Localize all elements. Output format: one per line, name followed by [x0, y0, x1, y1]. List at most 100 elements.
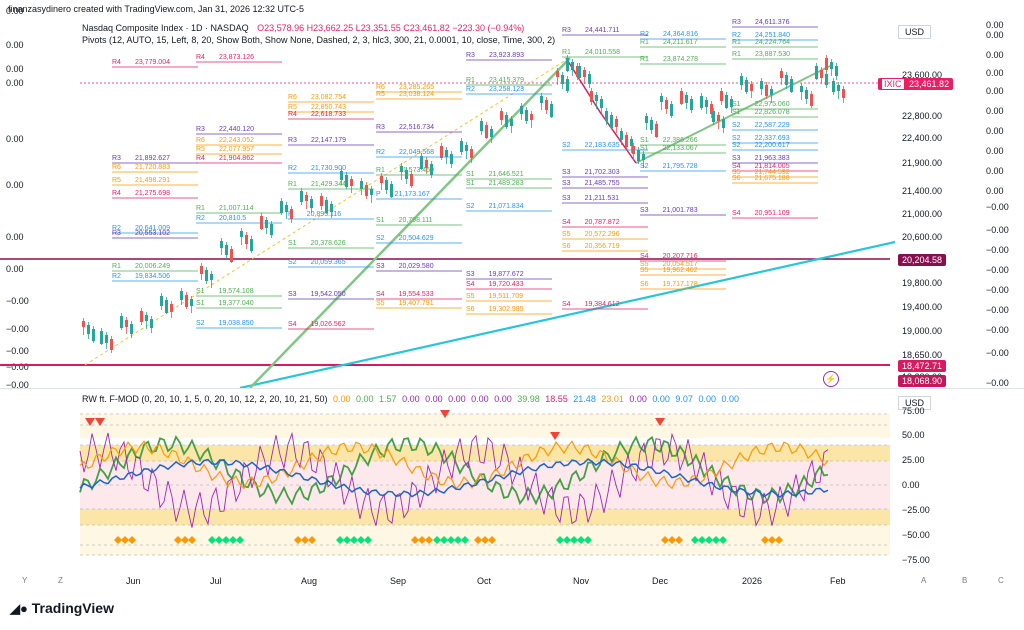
indicator-marker — [698, 536, 706, 544]
pivot-label: S2 21,795.728 — [640, 163, 698, 170]
pivot-label-value: 24,441.711 — [584, 27, 620, 34]
axis-control-letter[interactable]: C — [998, 576, 1004, 585]
right-scale-value: 0.00 — [986, 106, 1004, 116]
pivot-label-value: 22,147.179 — [310, 137, 346, 144]
indicator-currency-button[interactable]: USD — [898, 396, 932, 410]
pivot-label-value: 21,744.592 — [754, 169, 790, 176]
indicator-marker — [121, 536, 129, 544]
indicator-scale-tick: 75.00 — [902, 406, 925, 416]
pivot-label-type: S4 — [732, 163, 741, 170]
pivot-label-type: R5 — [112, 177, 121, 184]
pivot-label-type: S3 — [466, 271, 475, 278]
pivot-label: S2 20,504.629 — [376, 235, 434, 242]
indicator-marker — [350, 536, 358, 544]
right-scale-value: 0.00 — [986, 186, 1004, 196]
pivot-label-type: S2 — [732, 122, 741, 129]
pivot-label: R4 23,873.126 — [196, 54, 254, 61]
pivot-label-type: S5 — [466, 293, 475, 300]
pivot-label-value: 24,251.840 — [754, 32, 790, 39]
pivot-label-value: 19,877.672 — [488, 271, 524, 278]
pivots-legend[interactable]: Pivots (12, AUTO, 15, Left, 8, 20, Show … — [82, 35, 556, 45]
indicator-marker — [215, 536, 223, 544]
indicator-value: 18.55 — [542, 394, 568, 404]
pivot-label-value: 19,720.433 — [488, 281, 524, 288]
pivot-label: R6 23,082.754 — [288, 94, 346, 101]
pivot-label-value: 23,874.278 — [662, 56, 698, 63]
pivot-label-value: 21,730.900 — [310, 165, 346, 172]
indicator-marker — [425, 536, 433, 544]
pivot-label-type: R1 — [732, 51, 741, 58]
indicator-value: 0.00 — [445, 394, 466, 404]
pivot-label-type: S1 — [640, 145, 649, 152]
indicator-legend[interactable]: RW ft. F-MOD (0, 20, 10, 1, 5, 0, 20, 10… — [82, 394, 739, 404]
left-scale-value: 0.00 — [6, 180, 24, 190]
pivot-label-type: P — [288, 211, 293, 218]
axis-control-letter[interactable]: A — [921, 576, 927, 585]
indicator-line-green — [79, 434, 829, 506]
pivot-label-type: S5 — [376, 300, 385, 307]
right-scale-value: 0.00 — [986, 86, 1004, 96]
pivot-label-type: S1 — [732, 101, 741, 108]
pivot-label-value: 22,826.078 — [754, 109, 790, 116]
time-axis-label: Oct — [477, 576, 492, 586]
indicator-marker — [294, 536, 302, 544]
pivot-label-type: R2 — [376, 149, 385, 156]
pivot-label-value: 20,895.116 — [306, 211, 342, 218]
price-scale-tick: 19,400.00 — [902, 302, 943, 312]
pivot-label-type: S4 — [732, 210, 741, 217]
pivot-label-type: S4 — [376, 291, 385, 298]
pivot-label: S2 21,071.834 — [466, 203, 524, 210]
pivot-label: R5 22,850.743 — [288, 104, 346, 111]
right-scale-value: 0.00 — [986, 166, 1004, 176]
pivot-label-type: R3 — [562, 27, 571, 34]
pivot-label-value: 23,923.893 — [488, 52, 524, 59]
indicator-gridlines — [80, 413, 890, 556]
axis-control-letter[interactable]: Y — [22, 576, 28, 585]
pivot-label: S6 20,356.719 — [562, 243, 620, 250]
pivot-label: R3 23,923.893 — [466, 52, 524, 59]
level-badge-3: 18,068.90 — [898, 375, 947, 387]
indicator-marker — [181, 536, 189, 544]
pivot-label-value: 24,364.816 — [662, 31, 698, 38]
indicator-marker — [488, 536, 496, 544]
indicator-marker — [236, 536, 244, 544]
indicator-marker — [364, 536, 372, 544]
left-scale-value: 0.00 — [6, 40, 24, 50]
pivot-label-type: R4 — [112, 190, 121, 197]
pivot-label-value: 20,054.517 — [662, 261, 698, 268]
lightning-icon[interactable]: ⚡ — [823, 371, 839, 387]
pivot-label-value: 22,077.957 — [218, 146, 254, 153]
indicator-value: 0.00 — [695, 394, 716, 404]
pivot-label: R3 21,892.627 — [112, 155, 170, 162]
indicator-value: 9.07 — [672, 394, 693, 404]
pivot-label: R3 24,441.711 — [562, 27, 619, 34]
pivot-label: S5 19,407.791 — [376, 300, 434, 307]
symbol-title[interactable]: Nasdaq Composite Index · 1D · NASDAQ — [82, 23, 249, 33]
pivot-label: S4 19,384.612 — [562, 301, 620, 308]
indicator-value: 1.57 — [376, 394, 397, 404]
pivot-label-value: 20,207.716 — [662, 253, 698, 260]
pivot-label-value: 23,258.123 — [488, 86, 524, 93]
pivot-label-value: 22,200.617 — [754, 142, 790, 149]
pivot-label-type: S2 — [732, 135, 741, 142]
pivot-label-value: 24,611.376 — [754, 19, 790, 26]
pivot-label-value: 21,795.728 — [662, 163, 698, 170]
pivot-label: S2 19,038.850 — [196, 320, 254, 327]
pivot-label: S1 20,798.111 — [376, 217, 433, 224]
axis-control-letter[interactable]: Z — [58, 576, 63, 585]
pivot-label: R3 22,516.734 — [376, 124, 434, 131]
left-scale-value: 0.00 — [6, 78, 24, 88]
pivot-label-value: 24,211.617 — [662, 39, 698, 46]
candlesticks — [82, 55, 845, 353]
indicator-marker — [208, 536, 216, 544]
axis-control-letter[interactable]: B — [962, 576, 968, 585]
currency-button[interactable]: USD — [898, 25, 932, 39]
tradingview-logo[interactable]: ◢● TradingView — [10, 600, 114, 617]
indicator-value: 0.00 — [332, 394, 351, 404]
pane-divider[interactable] — [0, 388, 1024, 389]
indicator-marker — [308, 536, 316, 544]
pivot-label-type: S5 — [640, 267, 649, 274]
pivot-label-value: 22,440.120 — [218, 126, 254, 133]
